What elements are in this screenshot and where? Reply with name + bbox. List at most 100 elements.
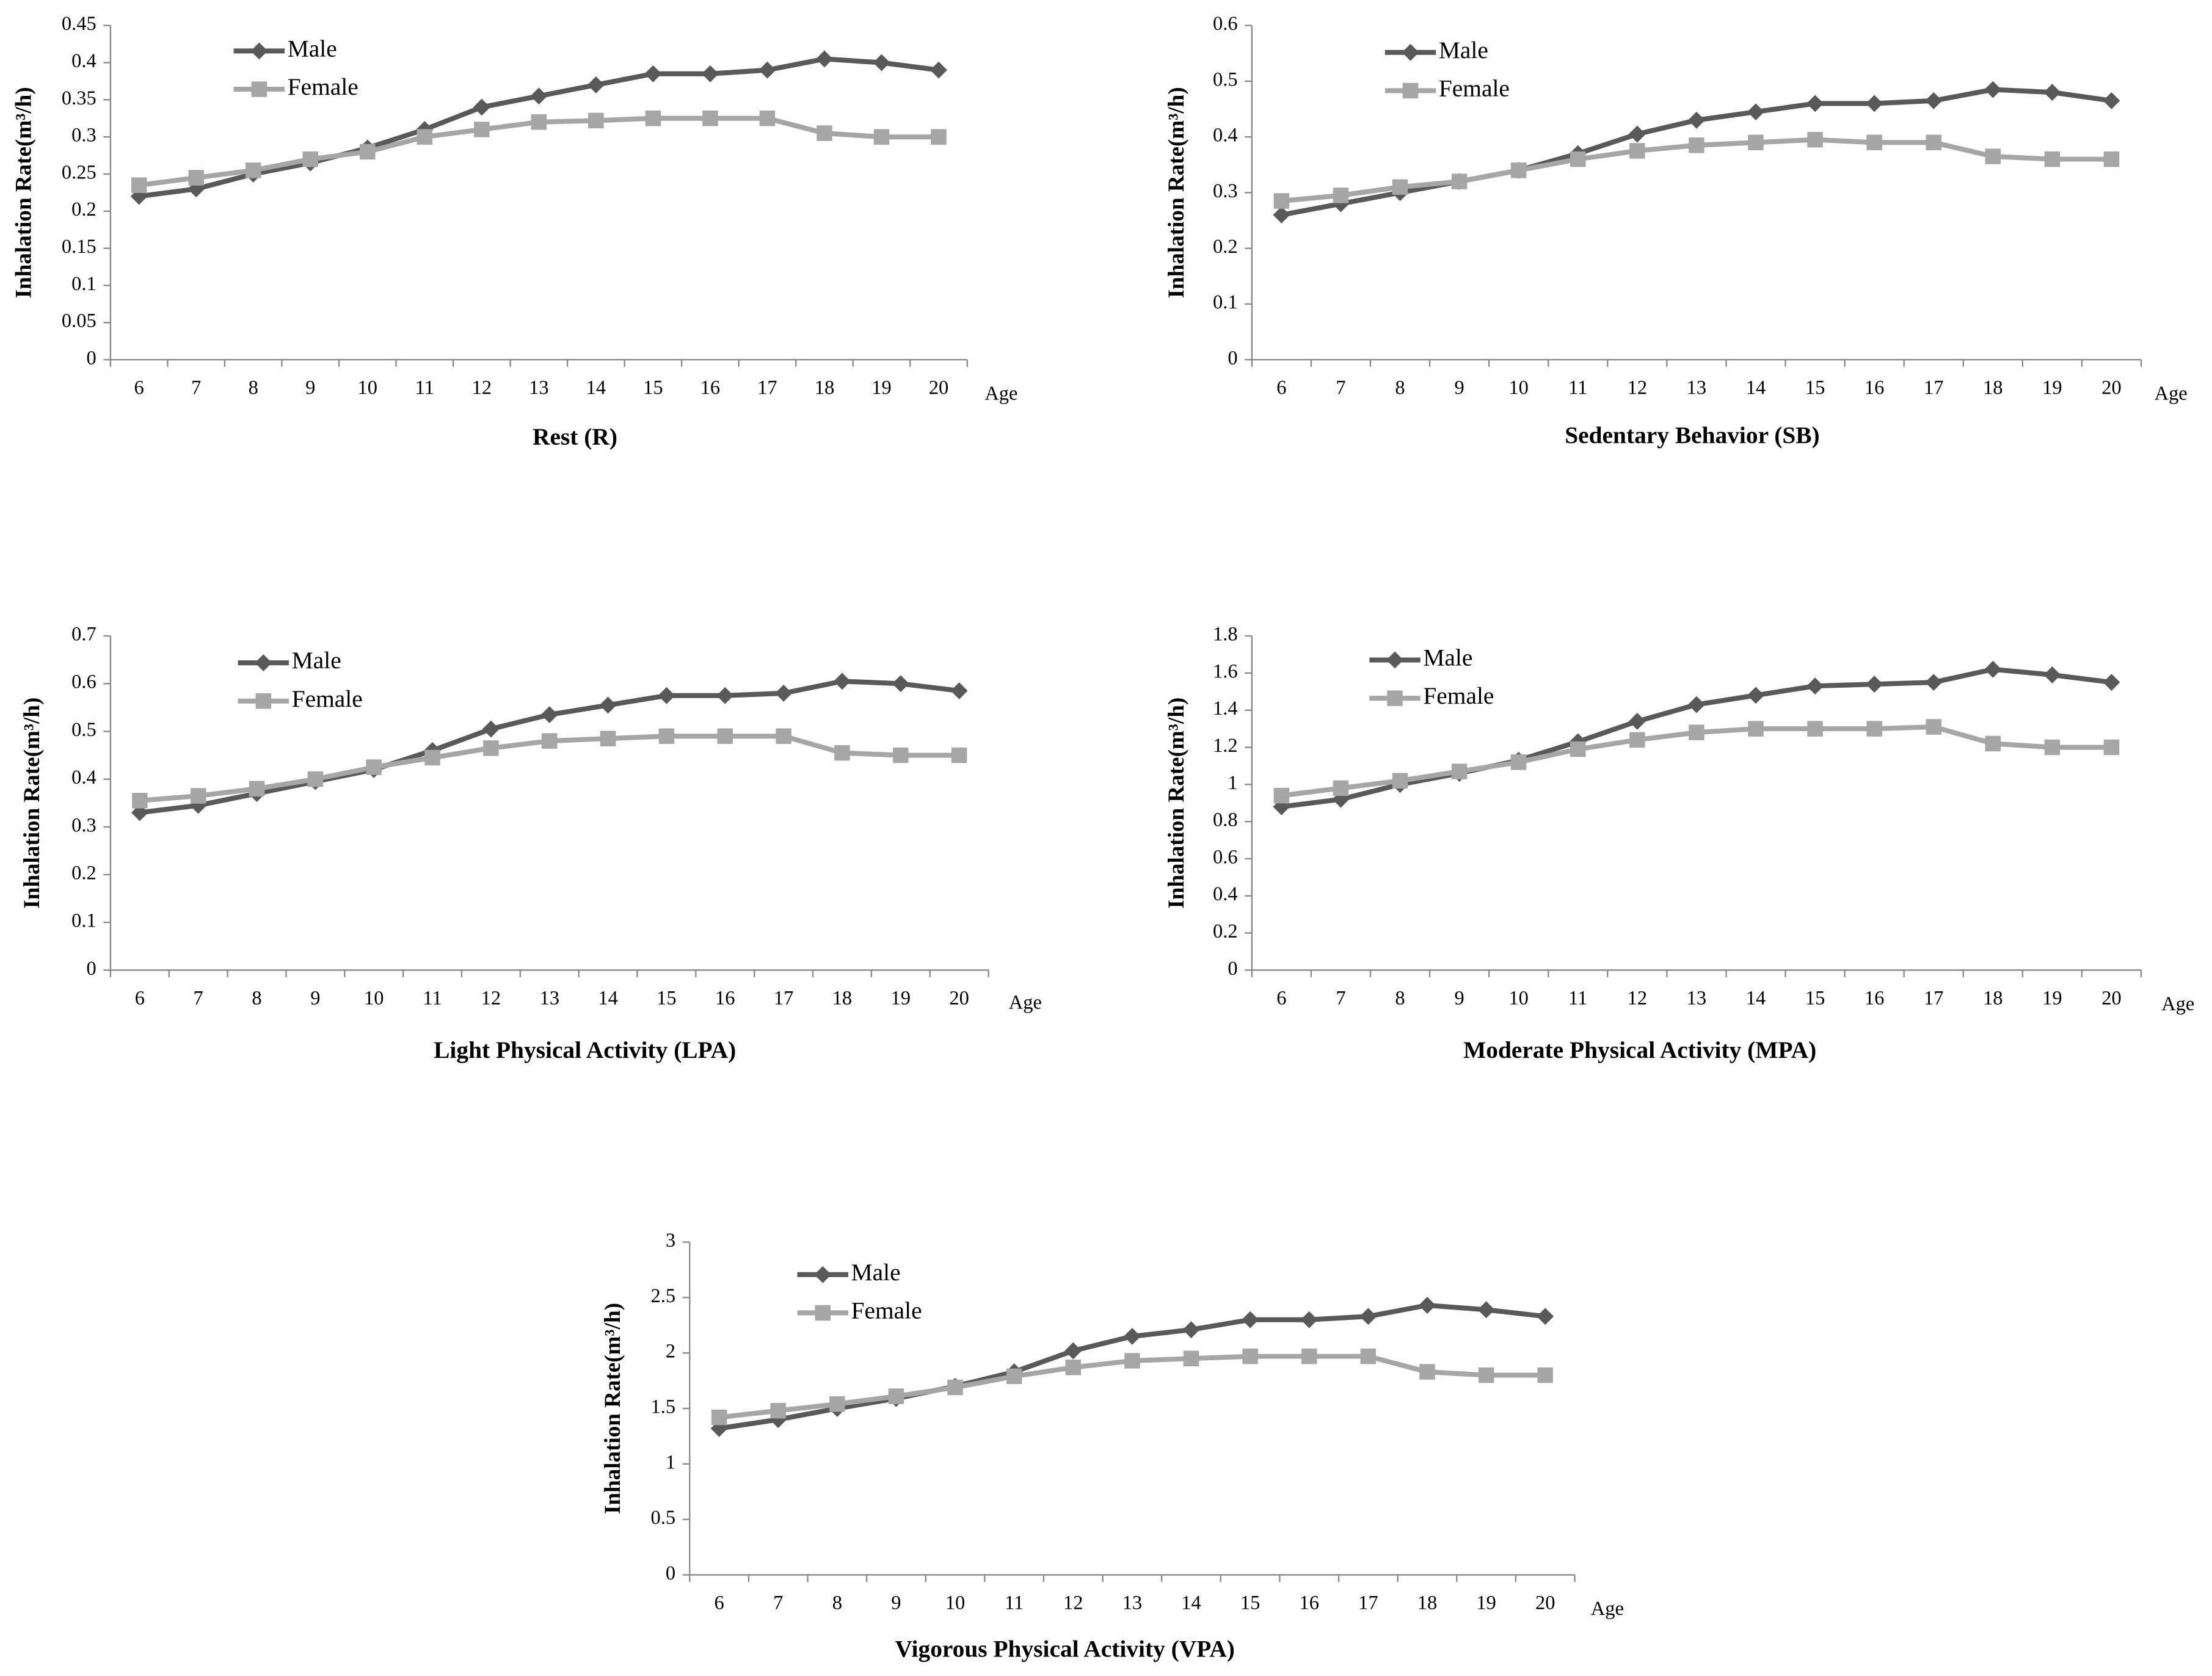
marker — [249, 781, 265, 797]
y-axis-label: Inhalation Rate(m³/h) — [1164, 698, 1189, 909]
y-tick-label: 0.25 — [62, 161, 96, 183]
y-axis-label: Inhalation Rate(m³/h) — [600, 1303, 625, 1514]
marker — [255, 654, 272, 672]
marker — [2103, 674, 2120, 691]
marker — [1402, 82, 1419, 99]
y-tick-label: 0.1 — [1213, 291, 1238, 313]
marker — [834, 672, 851, 690]
x-tick-label: 13 — [1122, 1592, 1142, 1614]
y-tick-label: 0.05 — [62, 310, 96, 332]
x-tick-label: 6 — [1276, 987, 1286, 1009]
y-axis-label: Inhalation Rate(m³/h) — [11, 87, 36, 298]
marker — [716, 687, 734, 704]
legend-label: Male — [851, 1259, 901, 1286]
marker — [1242, 1348, 1258, 1364]
marker — [644, 65, 662, 82]
x-tick-label: 12 — [481, 987, 501, 1009]
legend-label: Female — [292, 685, 363, 712]
x-tick-label: 16 — [1300, 1592, 1319, 1614]
y-tick-label: 0 — [1228, 347, 1237, 369]
chart-panel: 0 0.2 0.4 0.6 0.8 1 1.2 1.4 1.6 1.8 6 7 8 9 10 11 12 13 14… — [1164, 624, 2195, 1063]
marker — [483, 740, 499, 756]
marker — [587, 76, 605, 93]
x-tick-label: 18 — [832, 987, 852, 1009]
marker — [474, 122, 490, 137]
x-tick-label: 14 — [1746, 377, 1766, 399]
marker — [1866, 95, 1883, 112]
x-tick-label: 19 — [2042, 987, 2062, 1009]
marker — [702, 110, 718, 126]
marker — [1273, 193, 1290, 209]
legend-label: Male — [1439, 37, 1488, 64]
marker — [1628, 125, 1646, 143]
x-tick-label: 18 — [1983, 377, 2003, 399]
marker — [2043, 84, 2061, 101]
marker — [1392, 179, 1408, 195]
marker — [1985, 148, 2001, 164]
x-tick-label: 20 — [1535, 1592, 1555, 1614]
marker — [1748, 721, 1764, 737]
y-tick-label: 1.8 — [1213, 624, 1238, 646]
marker — [482, 720, 500, 738]
x-tick-label: 20 — [929, 377, 948, 399]
marker — [892, 675, 909, 693]
marker — [1688, 111, 1705, 129]
y-tick-label: 1.2 — [1213, 735, 1238, 757]
x-tick-label: 19 — [871, 377, 891, 399]
marker — [2103, 739, 2120, 756]
x-tick-label: 13 — [529, 377, 548, 399]
x-tick-label: 9 — [305, 377, 315, 399]
x-tick-label: 8 — [249, 377, 258, 399]
marker — [530, 87, 548, 105]
marker — [531, 114, 547, 130]
y-axis-label: Inhalation Rate(m³/h) — [20, 698, 45, 909]
marker — [770, 1402, 786, 1419]
y-tick-label: 0.1 — [71, 273, 96, 295]
marker — [1402, 43, 1419, 61]
x-axis-label: Age — [984, 382, 1017, 404]
marker — [817, 125, 832, 141]
x-tick-label: 6 — [134, 377, 144, 399]
x-tick-label: 11 — [1568, 987, 1587, 1009]
y-tick-label: 0.5 — [71, 719, 96, 741]
marker — [1124, 1353, 1140, 1369]
marker — [2044, 151, 2061, 167]
x-tick-label: 14 — [586, 377, 606, 399]
marker — [1273, 206, 1290, 224]
x-tick-label: 16 — [1865, 987, 1884, 1009]
marker — [2103, 151, 2120, 167]
marker — [2043, 666, 2061, 683]
legend-label: Female — [1439, 75, 1510, 101]
marker — [131, 177, 147, 193]
marker — [1359, 1308, 1377, 1325]
marker — [599, 696, 617, 714]
marker — [1747, 103, 1764, 121]
marker — [132, 793, 148, 809]
marker — [1419, 1297, 1436, 1314]
marker — [1182, 1321, 1200, 1338]
marker — [1806, 95, 1824, 112]
marker — [816, 50, 833, 68]
marker — [873, 129, 890, 145]
marker — [1628, 713, 1646, 730]
x-tick-label: 18 — [1983, 987, 2003, 1009]
marker — [1807, 721, 1823, 737]
y-tick-label: 0.5 — [651, 1507, 676, 1529]
y-tick-label: 0.1 — [71, 910, 96, 932]
marker — [417, 129, 433, 145]
marker — [1537, 1308, 1554, 1325]
y-tick-label: 0.2 — [71, 862, 96, 884]
x-tick-label: 6 — [714, 1592, 724, 1614]
marker — [1065, 1360, 1082, 1375]
y-tick-label: 0.3 — [1213, 180, 1238, 202]
marker — [1123, 1328, 1141, 1345]
chart-title: Vigorous Physical Activity (VPA) — [895, 1636, 1235, 1663]
marker — [190, 788, 206, 804]
x-tick-label: 13 — [540, 987, 559, 1009]
x-tick-label: 14 — [1181, 1592, 1201, 1614]
marker — [588, 112, 604, 129]
x-tick-label: 12 — [1628, 377, 1647, 399]
marker — [759, 110, 776, 126]
marker — [1301, 1348, 1317, 1364]
marker — [1386, 651, 1403, 669]
